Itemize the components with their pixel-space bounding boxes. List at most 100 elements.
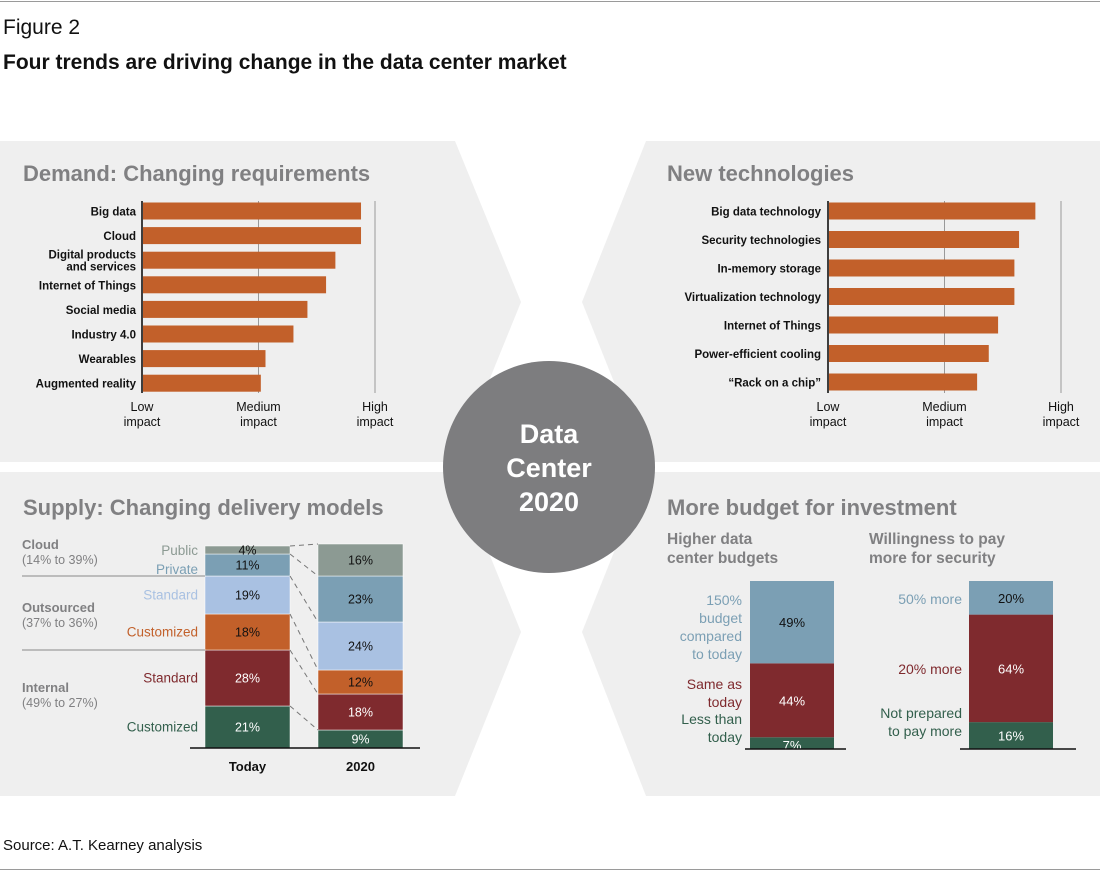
segment-value-label: 19% [235,589,260,603]
segment-internal-standard [204,649,291,707]
category-label-security-technologies: Security technologies [701,235,821,247]
segment-name-label: Public [161,543,198,558]
segment-outsourced-customized [204,613,291,651]
connector-dash [289,705,319,731]
category-label-big-data-technology: Big data technology [711,207,822,219]
connector-dash [289,543,319,547]
axis-tick-label: Low [817,400,841,414]
bar [143,374,261,392]
category-label-power-efficient-cooling: Power-efficient cooling [694,349,821,361]
segment-value-label: 11% [235,559,259,573]
segment-value-label: 24% [348,640,373,654]
segment-description: Less than [681,711,742,727]
segment-value-label: 9% [351,733,369,747]
segment-name-label: Customized [127,720,198,735]
segment-outsourced-customized [317,669,404,695]
axis-tick-label: impact [810,415,847,429]
center-label: Data Center 2020 [506,419,592,517]
segment-description: today [708,694,742,710]
segment-name-label: Private [156,562,198,577]
segment-value-label: 64% [998,661,1024,676]
bar [143,251,336,269]
segment-bar [750,737,834,749]
segment-description: compared [680,628,742,644]
segment-value-label: 7% [783,738,802,753]
data-center-2020-circle [443,361,655,573]
category-label-social-media: Social media [66,305,137,317]
category-label-big-data: Big data [91,207,137,219]
segment-description: to pay more [888,723,962,739]
chart-title: New technologies [667,161,854,186]
bar [829,202,1036,220]
bar [829,373,978,391]
segment-description: Not prepared [880,705,962,721]
bar [143,202,362,220]
supply-chart: Supply: Changing delivery models 21% 9% 28%… [22,495,420,774]
segment-cloud-public [204,545,291,555]
category-label-digital-products-and-services: Digital products [48,250,136,262]
bar [143,227,362,245]
segment-bar [969,581,1053,615]
segment-description: 150% [706,592,742,608]
segment-value-label: 16% [998,729,1024,744]
segment-bar [750,581,834,664]
center-text-line: 2020 [519,487,579,517]
connector-dash [289,613,319,671]
segment-value-label: 18% [348,706,373,720]
axis-tick-label: impact [124,415,161,429]
segment-value-label: 20% [998,591,1024,606]
segment-value-label: 28% [235,672,260,686]
bar [829,288,1015,305]
bar [829,316,999,334]
axis-tick-label: Medium [922,400,966,414]
category-label-digital-products-and-services: and services [66,262,136,274]
segment-value-label: 4% [238,544,256,558]
x-category-label: Today [229,759,267,774]
axis-tick-label: Medium [236,400,280,414]
axis-tick-label: Low [131,400,155,414]
category-label-augmented-reality: Augmented reality [36,379,137,391]
bar [829,231,1020,248]
segment-value-label: 16% [348,554,373,568]
axis-tick-label: impact [357,415,394,429]
segment-name-label: Customized [127,625,198,640]
category-label-internet-of-things: Internet of Things [724,321,821,333]
segment-internal-standard [317,693,404,731]
segment-bar [969,722,1053,749]
segment-value-label: 12% [348,676,373,690]
group-range: (14% to 39%) [22,553,98,567]
segment-description: 50% more [898,591,962,607]
segment-description: 20% more [898,661,962,677]
segment-outsourced-standard [204,575,291,615]
category-label-virtualization-technology: Virtualization technology [684,292,821,304]
subchart-title: center budgets [667,550,778,567]
bar [143,276,327,294]
bar [143,350,266,368]
segment-outsourced-standard [317,621,404,671]
segment-bar [750,663,834,738]
axis-tick-label: High [362,400,388,414]
chart-title: Supply: Changing delivery models [23,495,384,520]
segment-value-label: 21% [235,721,260,735]
chart-title: More budget for investment [667,495,957,520]
segment-value-label: 44% [779,693,805,708]
segment-cloud-public [317,543,404,577]
bar [829,259,1015,277]
chart-title: Demand: Changing requirements [23,161,370,186]
category-label-internet-of-things: Internet of Things [39,280,136,292]
segment-name-label: Standard [143,671,198,686]
category-label-industry-4-0: Industry 4.0 [71,330,136,342]
segment-value-label: 49% [779,615,805,630]
segment-description: budget [699,610,742,626]
source-note: Source: A.T. Kearney analysis [3,837,203,854]
center-text-line: Center [506,453,592,483]
bottom-rule [0,869,1100,870]
demand-chart: Demand: Changing requirements Big data Clo… [23,161,394,429]
figure-label: Figure 2 [3,16,81,39]
group-name-outsourced: Outsourced [22,600,95,615]
category-label-wearables: Wearables [79,354,136,366]
segment-description: to today [692,646,742,662]
top-rule [0,1,1100,2]
subchart-title: more for security [869,550,996,567]
segment-description: Same as [687,676,742,692]
